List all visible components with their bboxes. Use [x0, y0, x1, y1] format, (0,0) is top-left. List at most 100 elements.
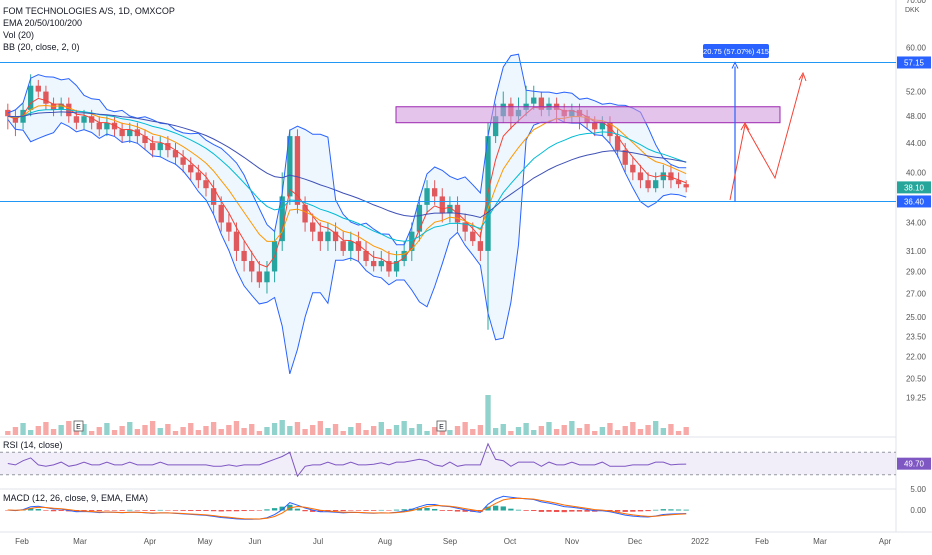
- candle-body: [637, 172, 644, 181]
- volume-bar: [409, 428, 415, 435]
- x-tick-label: Oct: [504, 537, 517, 546]
- volume-bar: [96, 427, 102, 435]
- candle-body: [477, 241, 484, 251]
- macd-histogram-bar: [157, 509, 163, 511]
- candle-body: [645, 180, 651, 189]
- candle-body: [134, 129, 141, 137]
- volume-bar: [81, 424, 87, 435]
- candle-body: [119, 129, 125, 137]
- candle-body: [58, 103, 64, 110]
- candle-body: [614, 136, 621, 151]
- macd-histogram-bar: [424, 507, 430, 511]
- volume-bar: [20, 423, 26, 435]
- macd-histogram-bar: [561, 510, 567, 513]
- macd-histogram-bar: [218, 510, 224, 512]
- x-tick-label: Jul: [313, 537, 323, 546]
- legend-bb[interactable]: BB (20, close, 2, 0): [3, 42, 80, 52]
- volume-bar: [111, 430, 118, 435]
- macd-histogram-bar: [660, 509, 666, 511]
- candle-body: [165, 143, 171, 151]
- volume-bar: [12, 427, 19, 435]
- volume-bar: [310, 425, 316, 435]
- candle-body: [675, 180, 682, 185]
- macd-histogram-bar: [378, 509, 384, 511]
- candle-body: [401, 250, 407, 262]
- volume-bar: [157, 428, 163, 435]
- volume-bar: [149, 421, 156, 435]
- price-tick-label: 44.00: [906, 139, 927, 148]
- volume-bar: [355, 423, 362, 435]
- candle-body: [447, 204, 453, 214]
- legend-macd[interactable]: MACD (12, 26, close, 9, EMA, EMA): [3, 493, 149, 503]
- macd-histogram-bar: [134, 510, 141, 511]
- candle-body: [348, 241, 354, 251]
- candle-body: [622, 150, 628, 165]
- volume-bar: [485, 395, 491, 435]
- volume-bar: [447, 430, 453, 435]
- volume-bar: [378, 422, 384, 435]
- macd-histogram-bar: [96, 510, 102, 512]
- volume-bar: [226, 425, 232, 435]
- volume-bar: [538, 426, 545, 435]
- macd-histogram-bar: [614, 510, 621, 512]
- volume-bar: [340, 431, 346, 435]
- volume-bar: [393, 425, 400, 435]
- candle-body: [363, 250, 369, 262]
- resistance-zone: [395, 106, 781, 124]
- symbol-title[interactable]: FOM TECHNOLOGIES A/S, 1D, OMXCOP: [3, 6, 175, 16]
- legend-vol[interactable]: Vol (20): [3, 30, 35, 40]
- price-tick-label: 20.50: [906, 374, 927, 383]
- macd-histogram-bar: [104, 510, 110, 511]
- bollinger-band-fill: [7, 54, 687, 374]
- volume-bar: [188, 423, 194, 435]
- price-tick-label: 27.00: [906, 289, 927, 298]
- volume-bar: [332, 424, 339, 435]
- candle-body: [28, 85, 34, 110]
- volume-bar: [218, 429, 224, 435]
- legend-rsi[interactable]: RSI (14, close): [3, 440, 63, 450]
- volume-bar: [683, 427, 689, 435]
- volume-bar: [470, 429, 476, 435]
- macd-histogram-bar: [546, 510, 552, 512]
- candle-body: [195, 172, 202, 181]
- earnings-marker-label: E: [76, 424, 81, 431]
- macd-histogram-bar: [203, 510, 209, 511]
- macd-histogram-bar: [645, 510, 651, 512]
- macd-histogram-bar: [531, 510, 537, 511]
- macd-tick-label: 0.00: [910, 506, 926, 515]
- macd-histogram-bar: [393, 509, 400, 511]
- volume-bar: [500, 424, 506, 435]
- rsi-tag-bg: [897, 457, 931, 470]
- macd-histogram-bar: [683, 509, 689, 511]
- macd-histogram-bar: [492, 505, 499, 511]
- volume-bar: [50, 429, 57, 435]
- macd-histogram-bar: [226, 510, 232, 512]
- candle-body: [35, 85, 41, 92]
- volume-bar: [401, 421, 407, 435]
- volume-bar: [165, 424, 171, 435]
- legend-ema[interactable]: EMA 20/50/100/200: [3, 18, 83, 28]
- volume-bar: [371, 426, 377, 435]
- macd-histogram-bar: [637, 510, 644, 512]
- projection-arrowhead: [740, 121, 750, 131]
- macd-histogram-bar: [264, 509, 270, 511]
- candle-body: [96, 122, 102, 130]
- macd-histogram-bar: [569, 510, 575, 512]
- price-tick-label: 70.00: [906, 0, 927, 5]
- macd-histogram-bar: [302, 510, 308, 512]
- macd-histogram-bar: [127, 509, 133, 511]
- candle-body: [149, 143, 156, 151]
- macd-histogram-bar: [485, 506, 491, 511]
- candle-body: [287, 136, 293, 197]
- volume-bar: [127, 422, 133, 435]
- volume-bar: [599, 427, 606, 435]
- macd-histogram-bar: [241, 510, 247, 512]
- volume-bar: [104, 423, 110, 435]
- macd-histogram-bar: [355, 510, 362, 511]
- candle-body: [378, 261, 384, 267]
- candle-body: [127, 129, 133, 137]
- volume-bar: [249, 424, 255, 435]
- volume-bar: [553, 429, 560, 435]
- projection-arrowhead: [798, 71, 807, 82]
